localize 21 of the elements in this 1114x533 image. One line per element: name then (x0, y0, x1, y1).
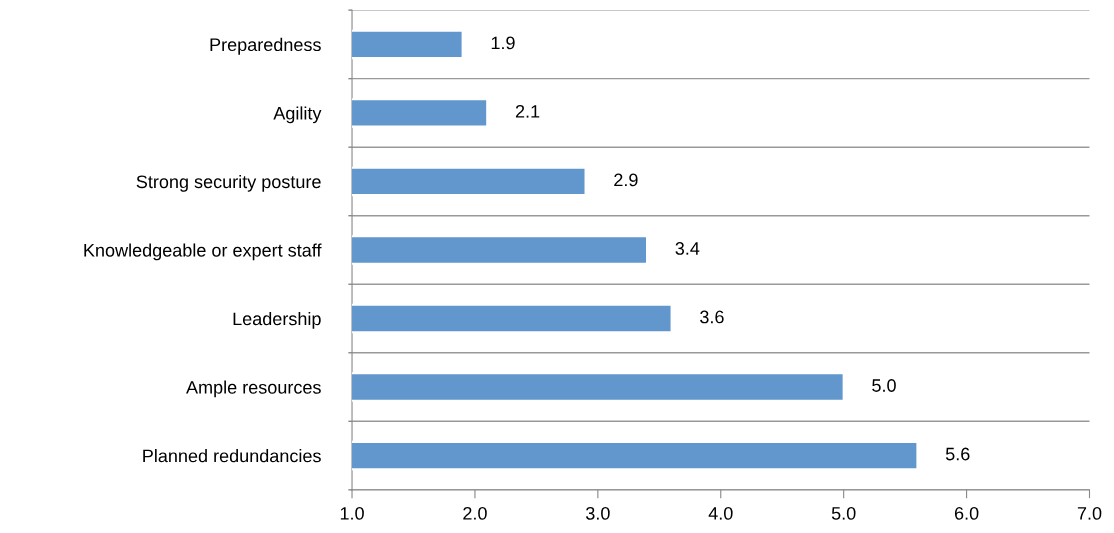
data-label: 3.6 (700, 310, 724, 324)
x-tick-label: 4.0 (708, 506, 733, 520)
data-label: 2.9 (614, 173, 638, 187)
y-tick-label: Agility (273, 106, 322, 124)
x-tick-label: 3.0 (585, 506, 610, 520)
data-label: 5.6 (945, 447, 970, 461)
x-tick-label: 7.0 (1077, 506, 1102, 520)
x-tick-label: 6.0 (954, 506, 979, 520)
y-tick-label: Leadership (233, 311, 321, 329)
data-label: 3.4 (675, 242, 700, 255)
y-tick-label: Knowledgeable or expert staff (84, 243, 322, 261)
y-tick-label: Strong security posture (136, 174, 321, 192)
x-tick-label: 1.0 (340, 506, 364, 520)
x-tick-label: 2.0 (463, 506, 487, 520)
data-label: 5.0 (872, 379, 896, 392)
y-tick-label: Planned redundancies (143, 449, 321, 463)
x-tick-label: 5.0 (831, 506, 856, 520)
data-label: 2.1 (515, 104, 540, 118)
data-label: 1.9 (491, 36, 515, 50)
y-tick-label: Ample resources (186, 380, 321, 398)
y-tick-label: Preparedness (210, 37, 321, 55)
